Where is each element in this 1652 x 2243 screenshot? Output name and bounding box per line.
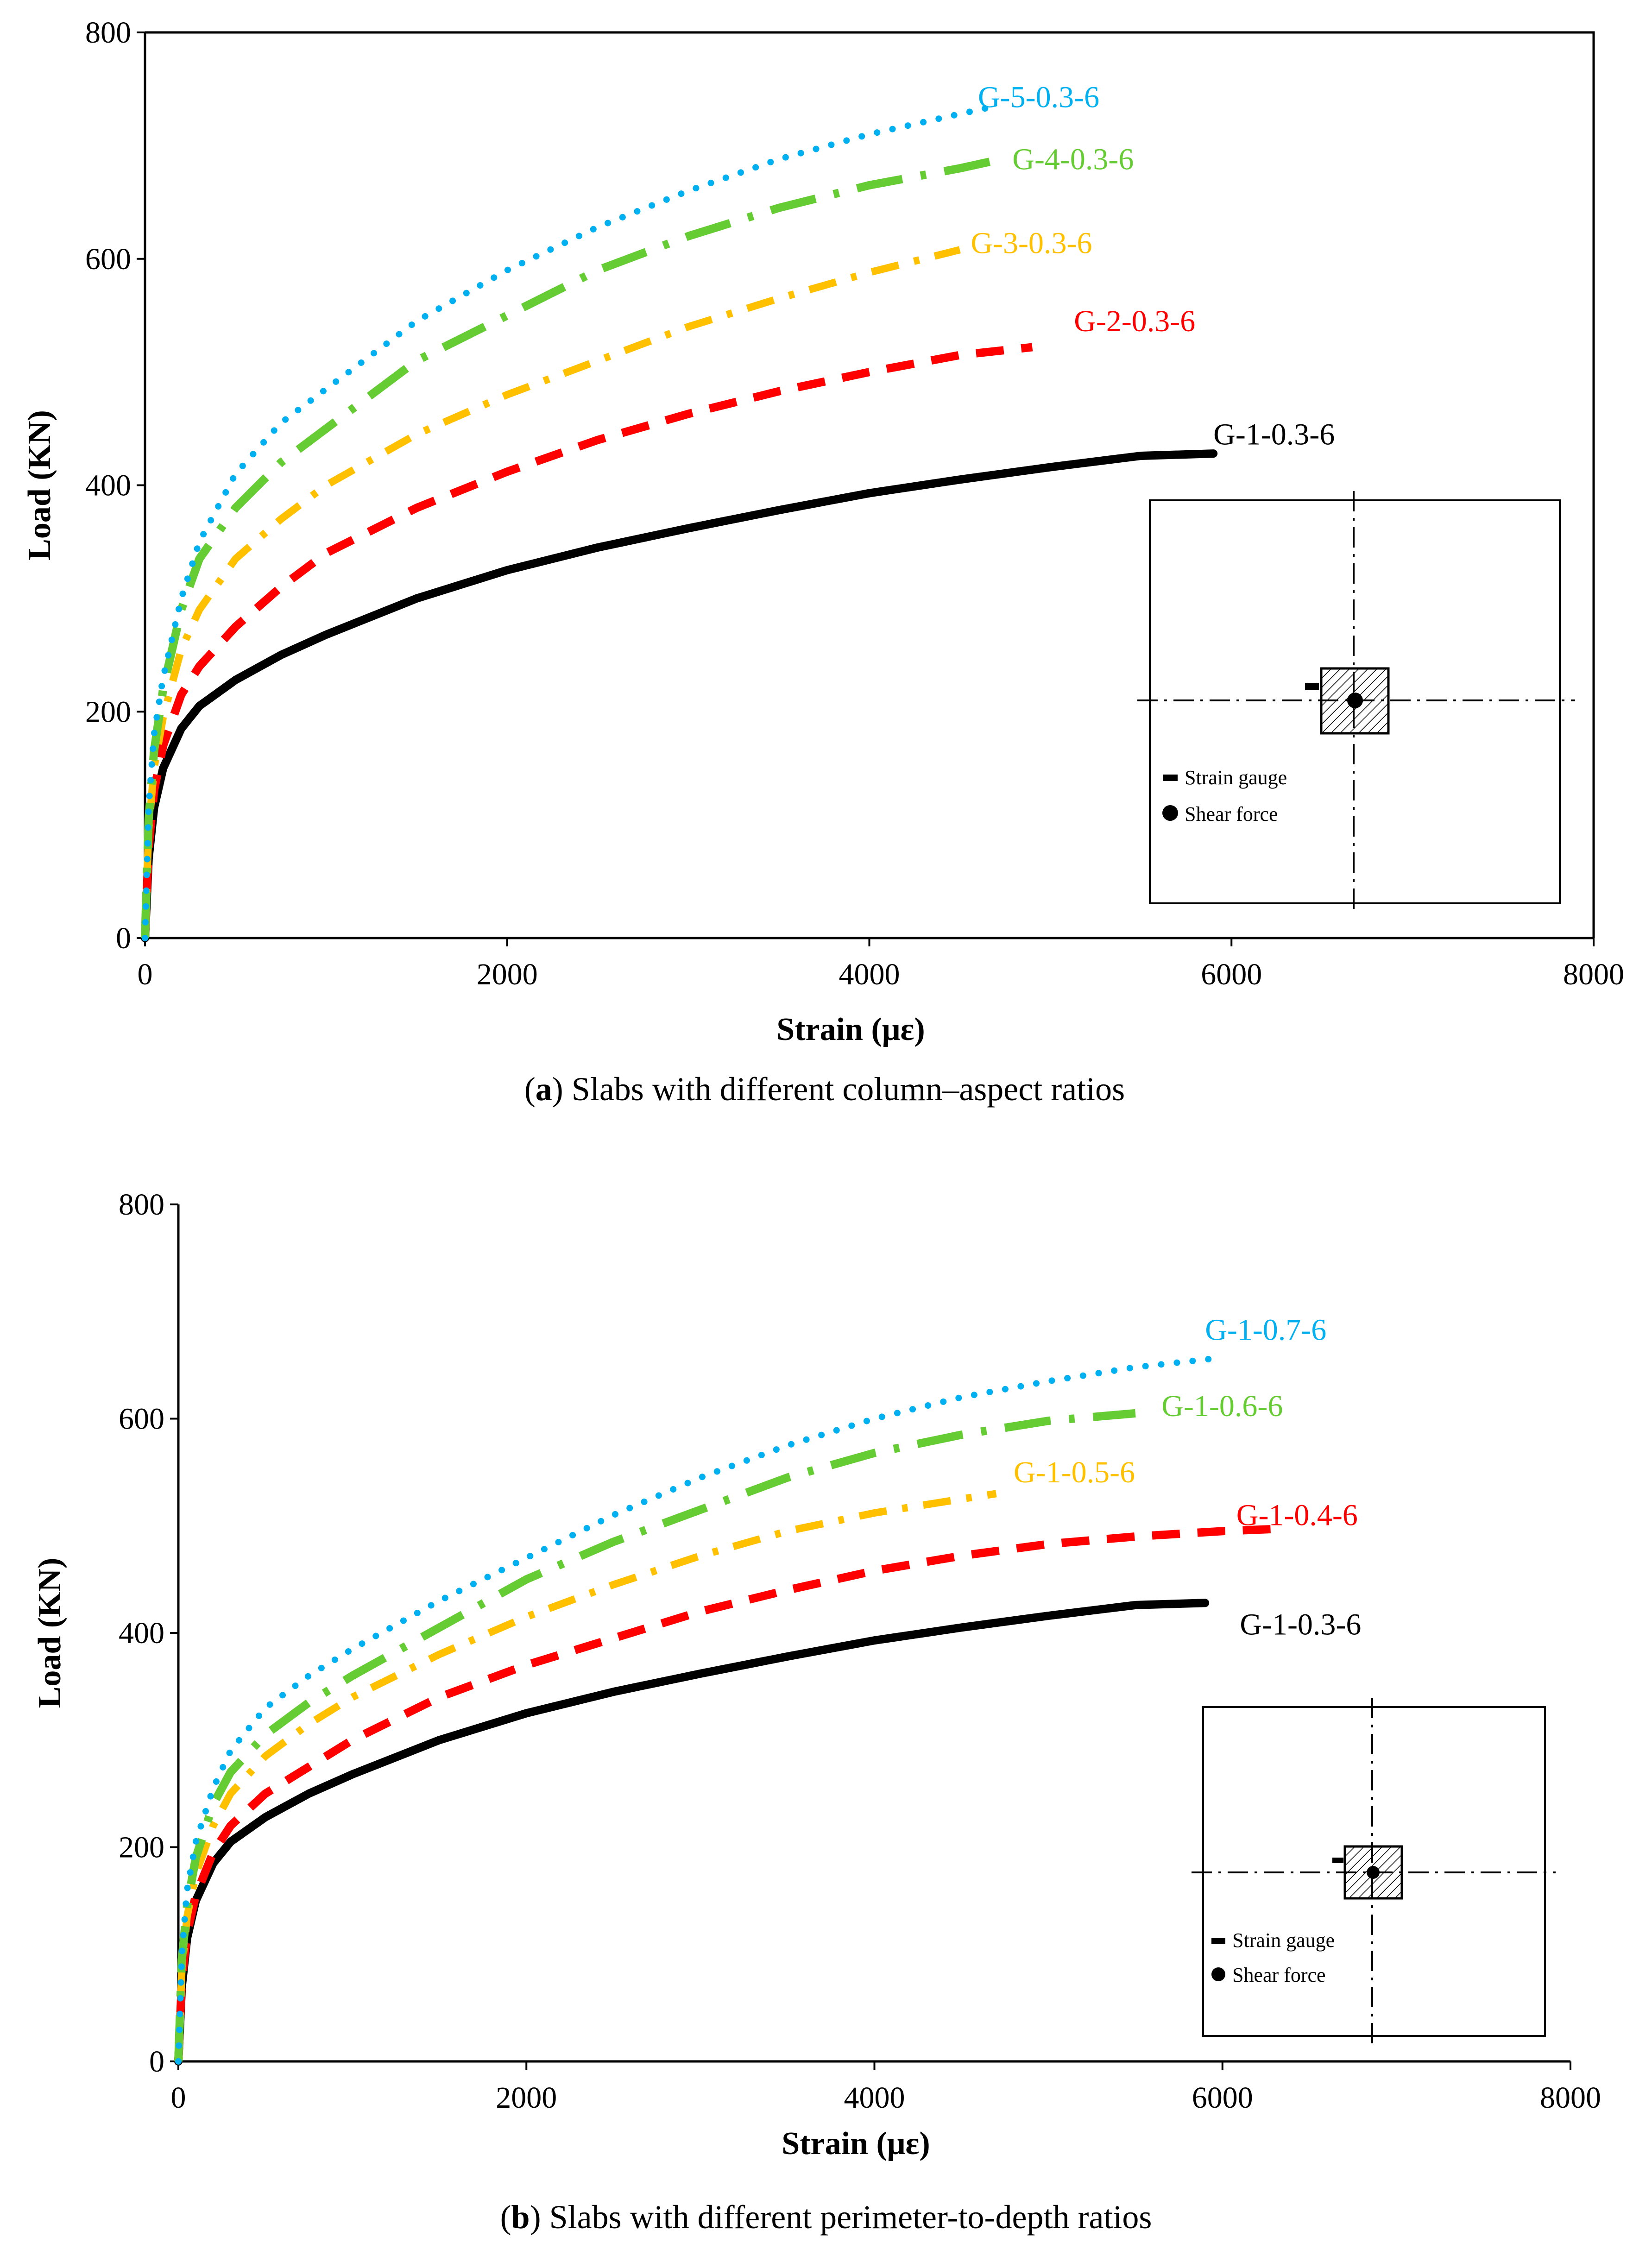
- series-label-G-1-0.5-6: G-1-0.5-6: [1014, 1455, 1135, 1489]
- x-tick-label: 8000: [1540, 2081, 1601, 2115]
- series-line-G-1-0.4-6: [174, 1525, 1275, 2062]
- y-tick-label: 600: [85, 242, 131, 276]
- y-axis-title: Load (KN): [32, 1558, 68, 1708]
- series-line-G-1-0.6-6: [174, 1409, 1136, 2062]
- shear-force-marker: [1367, 1866, 1380, 1879]
- caption-b: (b) Slabs with different perimeter-to-de…: [500, 2199, 1152, 2236]
- legend-strain-gauge-icon: [1163, 775, 1178, 781]
- legend-strain-gauge-icon: [1211, 1938, 1225, 1944]
- series-label-G-1-0.6-6: G-1-0.6-6: [1161, 1389, 1283, 1423]
- x-axis-title: Strain (με): [782, 2126, 930, 2161]
- legend-strain-gauge-label: Strain gauge: [1185, 766, 1287, 789]
- series-line-G-1-0.3-6: [174, 1599, 1210, 2066]
- y-tick-label: 400: [119, 1616, 164, 1650]
- plot-area-border: [145, 31, 1595, 938]
- x-axis-title: Strain (με): [776, 1012, 925, 1047]
- legend-shear-force-icon: [1162, 805, 1178, 821]
- strain-gauge-marker: [1305, 683, 1319, 690]
- y-tick-label: 600: [119, 1402, 164, 1436]
- strain-gauge-marker: [1332, 1858, 1343, 1863]
- x-tick-label: 2000: [496, 2081, 557, 2115]
- y-axis-title: Load (KN): [22, 410, 57, 561]
- series-label-G-1-0.4-6: G-1-0.4-6: [1236, 1499, 1358, 1532]
- series-line-G-2-0.3-6: [141, 343, 1033, 939]
- legend-shear-force-label: Shear force: [1232, 1964, 1326, 1986]
- series-label-G-5-0.3-6: G-5-0.3-6: [978, 80, 1099, 114]
- x-tick-label: 6000: [1201, 958, 1262, 991]
- legend-strain-gauge-label: Strain gauge: [1232, 1929, 1335, 1952]
- inset-diagram-a: Strain gauge Shear force: [1137, 491, 1575, 913]
- caption-a: (a) Slabs with different column–aspect r…: [524, 1071, 1125, 1108]
- x-tick-label: 0: [138, 958, 153, 991]
- x-tick-label: 2000: [477, 958, 538, 991]
- series-line-G-4-0.3-6: [141, 156, 997, 939]
- series-label-G-2-0.3-6: G-2-0.3-6: [1074, 304, 1195, 338]
- series-line-G-1-0.3-6: [141, 449, 1218, 942]
- shear-force-marker: [1347, 693, 1363, 708]
- y-tick-label: 0: [149, 2045, 164, 2079]
- y-tick-label: 800: [85, 16, 131, 50]
- inset-diagram-b: Strain gauge Shear force: [1192, 1698, 1556, 2044]
- x-tick-label: 4000: [844, 2081, 905, 2115]
- series-line-G-5-0.3-6: [142, 102, 1000, 941]
- x-tick-label: 8000: [1563, 958, 1624, 991]
- series-line-G-1-0.7-6: [175, 1354, 1226, 2065]
- y-tick-label: 400: [85, 469, 131, 503]
- series-label-G-4-0.3-6: G-4-0.3-6: [1012, 143, 1134, 176]
- x-tick-label: 4000: [839, 958, 900, 991]
- series-line-G-1-0.5-6: [175, 1490, 997, 2062]
- x-tick-label: 0: [171, 2081, 186, 2115]
- series-label-G-3-0.3-6: G-3-0.3-6: [971, 227, 1092, 260]
- series-label-G-1-0.7-6: G-1-0.7-6: [1205, 1313, 1326, 1347]
- y-tick-label: 0: [116, 921, 131, 955]
- x-tick-label: 6000: [1192, 2081, 1253, 2115]
- legend-shear-force-label: Shear force: [1185, 803, 1278, 825]
- y-tick-label: 200: [85, 695, 131, 729]
- series-label-G-1-0.3-6: G-1-0.3-6: [1240, 1608, 1361, 1642]
- y-tick-label: 200: [119, 1831, 164, 1865]
- series-label-G-1-0.3-6: G-1-0.3-6: [1213, 418, 1335, 452]
- legend-shear-force-icon: [1211, 1967, 1225, 1981]
- y-tick-label: 800: [119, 1188, 164, 1222]
